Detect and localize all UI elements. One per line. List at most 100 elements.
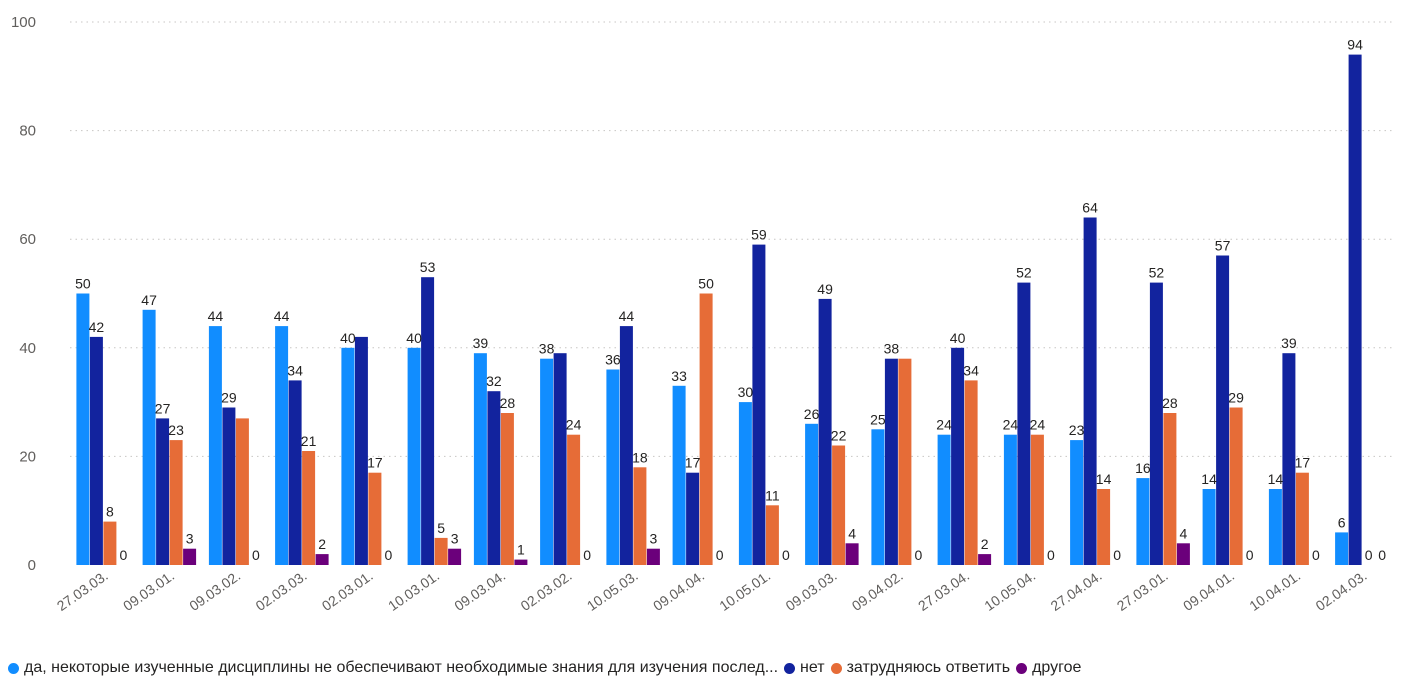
- bar[interactable]: [1202, 489, 1216, 565]
- bar[interactable]: [448, 548, 462, 565]
- bar[interactable]: [1097, 489, 1111, 565]
- bar[interactable]: [672, 385, 686, 565]
- bar[interactable]: [978, 554, 992, 565]
- bar[interactable]: [1083, 217, 1097, 566]
- data-label: 24: [936, 417, 952, 433]
- y-tick-label: 60: [19, 231, 36, 248]
- data-label: 0: [583, 547, 591, 563]
- bar[interactable]: [1163, 413, 1177, 565]
- data-label: 4: [1180, 525, 1188, 541]
- x-tick-label: 09.03.03.: [783, 567, 840, 614]
- x-tick-label: 02.03.03.: [253, 567, 310, 614]
- bar[interactable]: [487, 391, 501, 565]
- gridlines: [70, 21, 1395, 457]
- bar[interactable]: [832, 445, 846, 566]
- bar[interactable]: [1149, 282, 1163, 565]
- bar[interactable]: [156, 418, 170, 565]
- data-label: 26: [804, 406, 820, 422]
- bar[interactable]: [752, 244, 766, 565]
- bar[interactable]: [1268, 489, 1282, 565]
- data-label: 29: [221, 390, 237, 406]
- bar[interactable]: [1282, 353, 1296, 565]
- bar[interactable]: [1348, 54, 1362, 565]
- bar[interactable]: [315, 554, 329, 565]
- data-label: 18: [632, 449, 648, 465]
- legend-item-series-4[interactable]: другое: [1016, 659, 1081, 677]
- bar[interactable]: [142, 309, 156, 565]
- bar[interactable]: [738, 402, 752, 565]
- bar[interactable]: [964, 380, 978, 565]
- bar[interactable]: [540, 358, 554, 565]
- bar[interactable]: [354, 336, 368, 565]
- data-label: 38: [539, 341, 555, 357]
- bar[interactable]: [951, 347, 965, 565]
- x-tick-label: 02.03.02.: [518, 567, 575, 614]
- bar[interactable]: [646, 548, 660, 565]
- bar[interactable]: [514, 559, 528, 565]
- bar[interactable]: [1030, 434, 1044, 565]
- bar[interactable]: [1295, 472, 1309, 565]
- bar[interactable]: [235, 418, 249, 565]
- bar[interactable]: [407, 347, 421, 565]
- bar[interactable]: [341, 347, 355, 565]
- bar[interactable]: [1136, 478, 1150, 565]
- bar[interactable]: [275, 326, 289, 565]
- bar[interactable]: [898, 358, 912, 565]
- bar[interactable]: [368, 472, 382, 565]
- bar[interactable]: [288, 380, 302, 565]
- bar[interactable]: [845, 543, 859, 565]
- bar[interactable]: [500, 413, 514, 565]
- data-label: 44: [208, 308, 224, 324]
- x-tick-label: 09.03.04.: [451, 567, 508, 614]
- bar[interactable]: [302, 451, 316, 565]
- y-tick-label: 20: [19, 448, 36, 465]
- bar[interactable]: [765, 505, 779, 565]
- bar[interactable]: [699, 293, 713, 566]
- bar[interactable]: [208, 326, 222, 565]
- data-label: 34: [963, 362, 979, 378]
- bar[interactable]: [633, 467, 647, 565]
- bar[interactable]: [937, 434, 951, 565]
- data-label: 4: [848, 525, 856, 541]
- legend-item-series-1[interactable]: да, некоторые изученные дисциплины не об…: [8, 659, 778, 677]
- data-label: 34: [287, 362, 303, 378]
- bar[interactable]: [805, 423, 819, 565]
- bar[interactable]: [1176, 543, 1190, 565]
- bar[interactable]: [76, 293, 90, 566]
- bar[interactable]: [567, 434, 581, 565]
- bar[interactable]: [473, 353, 487, 565]
- bar[interactable]: [606, 369, 620, 566]
- data-label: 94: [1347, 37, 1363, 53]
- x-tick-label: 02.04.03.: [1313, 567, 1370, 614]
- legend-item-series-3[interactable]: затрудняюсь ответить: [830, 659, 1010, 677]
- data-label: 5: [437, 520, 445, 536]
- bar[interactable]: [686, 472, 700, 565]
- bar[interactable]: [434, 537, 448, 565]
- bar[interactable]: [871, 429, 885, 566]
- y-tick-label: 80: [19, 123, 36, 140]
- bar[interactable]: [1070, 440, 1084, 565]
- bars: [76, 54, 1362, 566]
- bar[interactable]: [1229, 407, 1243, 566]
- bar[interactable]: [1003, 434, 1017, 565]
- bar[interactable]: [103, 521, 117, 565]
- data-label: 52: [1016, 265, 1032, 281]
- bar[interactable]: [222, 407, 236, 566]
- bar[interactable]: [884, 358, 898, 565]
- bar[interactable]: [89, 336, 103, 565]
- data-label: 0: [1246, 547, 1254, 563]
- bar[interactable]: [1335, 532, 1349, 565]
- bar[interactable]: [553, 353, 567, 565]
- bar[interactable]: [619, 326, 633, 565]
- legend-item-series-2[interactable]: нет: [784, 659, 825, 677]
- bar[interactable]: [183, 548, 197, 565]
- bar[interactable]: [1216, 255, 1230, 566]
- data-label: 23: [1069, 422, 1085, 438]
- bar[interactable]: [169, 440, 183, 565]
- bar[interactable]: [1017, 282, 1031, 565]
- data-label: 27: [155, 400, 171, 416]
- data-label: 52: [1149, 265, 1165, 281]
- bar[interactable]: [818, 298, 832, 565]
- bar[interactable]: [421, 277, 435, 565]
